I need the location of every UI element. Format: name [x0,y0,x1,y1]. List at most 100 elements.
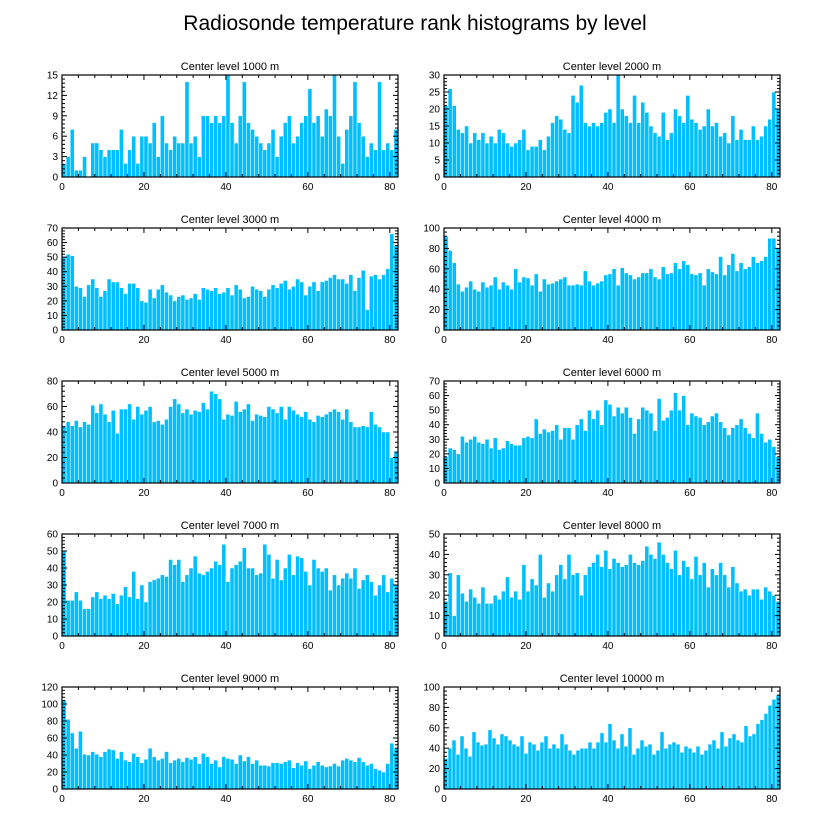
y-tick-label: 60 [47,402,59,413]
bar [483,743,489,790]
bar [225,74,231,178]
x-tick-label: 40 [220,182,232,193]
bar [599,566,605,637]
bar [711,739,717,790]
bar [542,278,547,331]
bar [624,272,629,331]
bar [315,761,321,790]
x-tick-label: 80 [384,641,396,652]
bar [242,760,247,790]
bar [155,156,161,178]
bar [180,294,186,331]
bar [624,406,629,484]
y-tick-label: 50 [429,530,441,541]
bar [699,754,705,790]
bar [726,264,732,331]
bar [246,296,251,331]
bar [336,765,341,790]
bar [369,275,374,331]
bar [627,727,633,790]
y-tick-label: 30 [47,581,59,592]
bar [665,417,670,484]
bar [742,588,748,637]
x-tick-label: 40 [602,488,614,499]
bar [714,122,719,178]
x-tick-label: 40 [220,488,232,499]
bar [521,129,527,178]
bar [558,439,564,484]
bar [135,163,141,178]
bar [61,256,67,331]
bar [533,146,539,178]
bar [139,135,145,178]
x-tick-label: 80 [766,488,778,499]
bar [542,596,547,637]
bar [65,253,71,331]
bar [315,415,321,484]
bar [74,420,79,484]
bar [685,95,691,178]
bar [135,287,141,331]
bar [147,288,153,331]
bar [447,88,453,178]
bar [94,753,100,790]
bar [689,412,695,484]
bar [476,139,482,178]
bar [755,139,760,178]
bar [237,411,243,484]
bar [669,568,674,637]
bar [242,547,247,637]
bar [307,286,313,331]
bar [738,590,744,637]
bar [364,764,370,790]
bar [726,434,732,484]
bar [451,262,457,331]
bar [184,408,190,484]
bar [151,297,157,331]
bar [311,421,317,484]
bar [595,554,600,637]
bar [74,169,79,178]
bar [624,564,629,637]
bar [705,586,711,637]
bar [115,433,120,484]
y-tick-label: 0 [434,479,440,490]
bar [488,447,494,484]
bar [352,290,358,331]
bar [188,142,194,178]
bar [266,554,272,637]
bar [705,108,711,178]
bar [463,747,469,790]
bar [681,122,687,178]
bar [139,300,145,331]
bar [180,761,186,790]
bar [693,122,699,178]
bar [254,574,259,637]
bar [119,408,124,484]
x-tick-label: 40 [602,335,614,346]
bar [746,266,752,331]
bar [213,560,218,637]
bar [344,283,350,331]
bar [537,290,543,331]
bar [262,764,268,790]
bar [611,739,617,790]
bar [727,737,733,790]
y-tick-label: 6 [52,132,58,143]
bar [274,559,280,637]
bar [233,284,239,331]
bar [570,439,576,484]
y-tick-label: 15 [429,122,441,133]
bar [270,762,276,790]
plot-frame [443,380,781,484]
bar [377,278,382,331]
bar [677,574,682,637]
bar [767,237,773,331]
bar [217,293,223,331]
bar [352,81,358,178]
panel-10: Center level 10000 m 0 20 40 60 80 100 0 20 40 60 8… [423,673,781,805]
bar [529,578,535,637]
bar [123,293,128,331]
bar [583,122,588,178]
y-tick-label: 60 [429,391,441,402]
